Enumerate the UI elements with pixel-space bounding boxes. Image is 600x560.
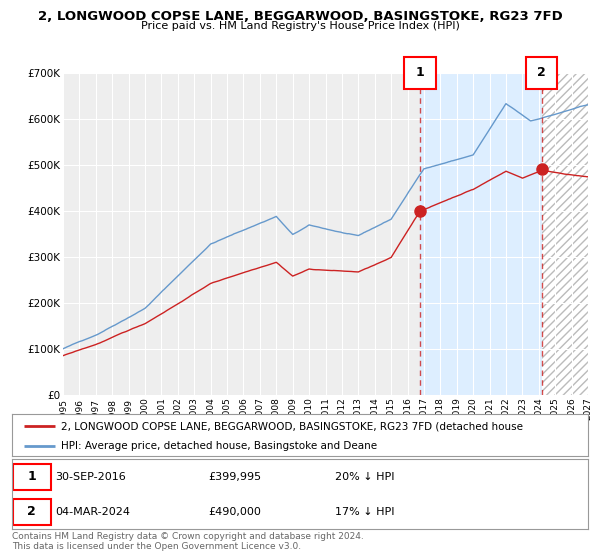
Text: 30-SEP-2016: 30-SEP-2016	[55, 472, 126, 482]
Bar	[420, 73, 542, 395]
Text: 2, LONGWOOD COPSE LANE, BEGGARWOOD, BASINGSTOKE, RG23 7FD: 2, LONGWOOD COPSE LANE, BEGGARWOOD, BASI…	[38, 10, 562, 23]
Text: £490,000: £490,000	[208, 507, 261, 517]
Text: £399,995: £399,995	[208, 472, 261, 482]
Text: 04-MAR-2024: 04-MAR-2024	[55, 507, 130, 517]
FancyBboxPatch shape	[13, 499, 50, 525]
Text: 2: 2	[537, 66, 546, 80]
Text: Contains HM Land Registry data © Crown copyright and database right 2024.
This d: Contains HM Land Registry data © Crown c…	[12, 532, 364, 552]
Bar	[542, 73, 588, 395]
Text: 2: 2	[28, 505, 36, 518]
Text: 2, LONGWOOD COPSE LANE, BEGGARWOOD, BASINGSTOKE, RG23 7FD (detached house: 2, LONGWOOD COPSE LANE, BEGGARWOOD, BASI…	[61, 421, 523, 431]
Text: HPI: Average price, detached house, Basingstoke and Deane: HPI: Average price, detached house, Basi…	[61, 441, 377, 451]
FancyBboxPatch shape	[13, 464, 50, 489]
FancyBboxPatch shape	[526, 57, 557, 89]
Text: 17% ↓ HPI: 17% ↓ HPI	[335, 507, 394, 517]
Text: 1: 1	[415, 66, 424, 80]
FancyBboxPatch shape	[404, 57, 436, 89]
Text: Price paid vs. HM Land Registry's House Price Index (HPI): Price paid vs. HM Land Registry's House …	[140, 21, 460, 31]
Text: 20% ↓ HPI: 20% ↓ HPI	[335, 472, 394, 482]
Text: 1: 1	[28, 470, 36, 483]
